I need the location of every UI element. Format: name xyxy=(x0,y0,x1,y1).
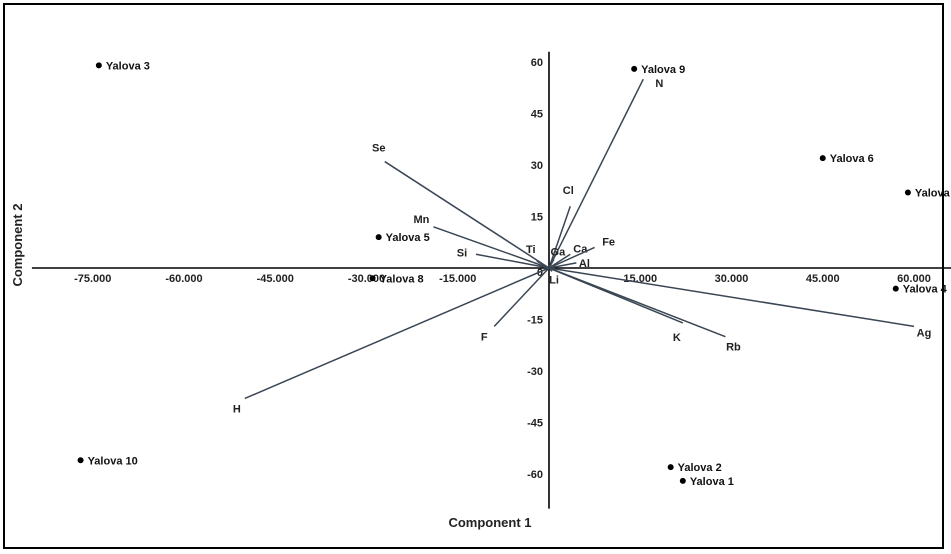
point-label-yalova-10: Yalova 10 xyxy=(88,455,138,467)
vector-line-al xyxy=(548,262,577,269)
vector-line-ti xyxy=(536,260,550,269)
vector-line-n xyxy=(548,78,644,269)
vector-line-fe xyxy=(548,246,595,269)
x-tick-label: 45.000 xyxy=(806,273,840,285)
point-yalova-8 xyxy=(369,275,376,282)
score-points: Yalova 3 Yalova 9 Yalova 6 Yalova 7 Yalova 5… xyxy=(77,60,951,488)
point-label-yalova-7: Yalova 7 xyxy=(915,187,951,199)
vector-label-al: Al xyxy=(579,258,590,270)
vector-label-ag: Ag xyxy=(917,327,932,339)
point-yalova-4 xyxy=(892,285,899,292)
x-tick-label: -75.000 xyxy=(74,273,111,285)
vector-label-cl: Cl xyxy=(563,185,574,197)
vector-label-rb: Rb xyxy=(726,342,741,354)
y-tick-label: -15 xyxy=(527,315,543,327)
x-tick-label: 60.000 xyxy=(897,273,931,285)
point-yalova-6 xyxy=(819,155,826,162)
point-label-yalova-8: Yalova 8 xyxy=(380,273,424,285)
vector-label-se: Se xyxy=(372,143,385,155)
origin-label: 0 xyxy=(537,267,543,279)
vector-line-se xyxy=(384,160,550,269)
y-tick-label: -60 xyxy=(527,469,543,481)
point-label-yalova-5: Yalova 5 xyxy=(386,232,430,244)
vector-label-fe: Fe xyxy=(602,236,615,248)
point-yalova-5 xyxy=(375,234,382,241)
vector-label-n: N xyxy=(655,78,663,90)
vector-label-si: Si xyxy=(457,247,467,259)
point-label-yalova-3: Yalova 3 xyxy=(106,60,150,72)
point-label-yalova-4: Yalova 4 xyxy=(903,284,948,296)
vector-line-f xyxy=(493,267,550,327)
point-label-yalova-2: Yalova 2 xyxy=(678,462,722,474)
point-yalova-10 xyxy=(77,457,84,464)
x-axis-title: Component 1 xyxy=(448,515,531,530)
y-tick-label: -45 xyxy=(527,418,543,430)
vector-line-mn xyxy=(433,226,550,269)
vector-line-rb xyxy=(548,267,726,338)
vector-line-h xyxy=(244,267,550,400)
point-yalova-9 xyxy=(631,65,638,72)
point-yalova-1 xyxy=(679,477,686,484)
vector-label-f: F xyxy=(481,331,488,343)
y-axis-title: Component 2 xyxy=(10,203,25,286)
vector-label-ga: Ga xyxy=(551,246,567,258)
vector-line-ga xyxy=(548,259,555,269)
point-yalova-3 xyxy=(95,62,102,69)
y-tick-label: 45 xyxy=(531,109,543,121)
point-label-yalova-1: Yalova 1 xyxy=(690,476,734,488)
tick-labels: -75.000 -60.000 -45.000 -30.000 -15.000 15.00… xyxy=(74,57,931,481)
vector-label-ti: Ti xyxy=(526,244,536,256)
y-tick-label: -30 xyxy=(527,366,543,378)
vector-line-cl xyxy=(548,205,572,269)
vector-line-si xyxy=(475,253,550,269)
vector-line-ag xyxy=(548,267,915,328)
x-tick-label: -45.000 xyxy=(257,273,294,285)
vector-label-mn: Mn xyxy=(413,214,429,226)
point-yalova-2 xyxy=(667,464,674,471)
point-label-yalova-6: Yalova 6 xyxy=(830,153,874,165)
x-tick-label: -60.000 xyxy=(165,273,202,285)
vector-label-li: Li xyxy=(549,274,559,286)
x-tick-label: -30.000 xyxy=(348,273,385,285)
y-tick-label: 30 xyxy=(531,160,543,172)
point-label-yalova-9: Yalova 9 xyxy=(641,64,685,76)
chart-frame xyxy=(3,3,944,549)
vector-label-h: H xyxy=(233,403,241,415)
y-tick-label: 15 xyxy=(531,212,543,224)
axes xyxy=(31,51,951,509)
x-tick-label: -15.000 xyxy=(439,273,476,285)
point-yalova-7 xyxy=(904,189,911,196)
y-tick-label: 60 xyxy=(531,57,543,69)
x-tick-label: 30.000 xyxy=(715,273,749,285)
vector-label-k: K xyxy=(673,332,681,344)
